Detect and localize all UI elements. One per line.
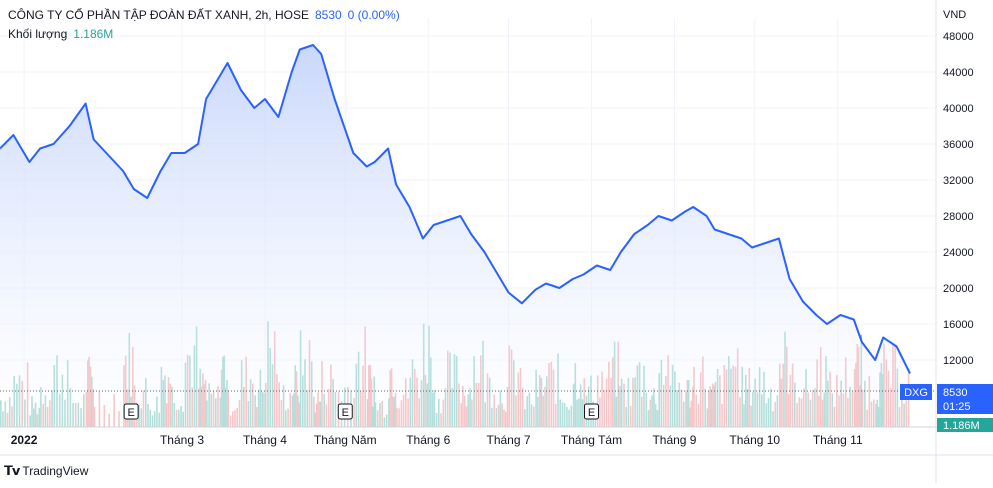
y-tick-label: 16000 bbox=[943, 319, 974, 331]
earnings-marker-label: E bbox=[342, 407, 349, 419]
last-price: 8530 bbox=[314, 8, 342, 22]
y-tick-label: 48000 bbox=[943, 31, 974, 43]
currency-label: VND bbox=[943, 9, 966, 21]
price-line bbox=[0, 44, 911, 374]
tradingview-logo-icon: 𝗧𝘃 bbox=[4, 463, 20, 478]
y-tick-label: 44000 bbox=[943, 67, 974, 79]
y-tick-label: 12000 bbox=[943, 355, 974, 367]
y-tick-label: 32000 bbox=[943, 175, 974, 187]
price-badge bbox=[937, 384, 993, 414]
price-change: 0 (0.00%) bbox=[347, 8, 400, 22]
y-tick-label: 24000 bbox=[943, 247, 974, 259]
volume-label: Khối lượng bbox=[8, 27, 68, 41]
x-tick-label: Tháng 6 bbox=[406, 433, 450, 447]
y-tick-label: 36000 bbox=[943, 139, 974, 151]
earnings-marker[interactable] bbox=[123, 403, 139, 420]
x-tick-label: 2022 bbox=[11, 433, 38, 447]
tradingview-brand[interactable]: 𝗧𝘃 TradingView bbox=[4, 463, 88, 479]
volume-header: Khối lượng 1.186M bbox=[8, 27, 113, 41]
price-badge-countdown: 01:25 bbox=[943, 401, 971, 413]
x-tick-label: Tháng 9 bbox=[652, 433, 696, 447]
y-tick-label: 40000 bbox=[943, 103, 974, 115]
earnings-marker[interactable] bbox=[584, 403, 599, 420]
x-tick-label: Tháng 3 bbox=[160, 433, 204, 447]
y-tick-label: 20000 bbox=[943, 283, 974, 295]
brand-name: TradingView bbox=[22, 464, 89, 478]
symbol-title: CÔNG TY CỔ PHẦN TẬP ĐOÀN ĐẤT XANH, 2h, H… bbox=[8, 8, 309, 22]
y-tick-label: 28000 bbox=[943, 211, 974, 223]
price-area bbox=[0, 45, 910, 427]
earnings-marker-label: E bbox=[588, 407, 595, 419]
volume-badge-value: 1.186M bbox=[943, 420, 980, 432]
x-tick-label: Tháng 11 bbox=[813, 433, 863, 447]
x-tick-label: Tháng Năm bbox=[314, 433, 377, 447]
x-tick-label: Tháng Tám bbox=[561, 433, 622, 447]
earnings-marker-label: E bbox=[127, 407, 134, 419]
ticker-badge-label: DXG bbox=[904, 387, 928, 399]
chart-header: CÔNG TY CỔ PHẦN TẬP ĐOÀN ĐẤT XANH, 2h, H… bbox=[8, 8, 400, 22]
volume-value: 1.186M bbox=[73, 27, 114, 41]
x-tick-label: Tháng 7 bbox=[487, 433, 531, 447]
ticker-badge bbox=[900, 384, 932, 400]
x-tick-label: Tháng 10 bbox=[729, 433, 780, 447]
x-tick-label: Tháng 4 bbox=[243, 433, 287, 447]
volume-badge bbox=[937, 418, 993, 432]
price-badge-value: 8530 bbox=[943, 387, 967, 399]
earnings-marker[interactable] bbox=[337, 403, 353, 420]
